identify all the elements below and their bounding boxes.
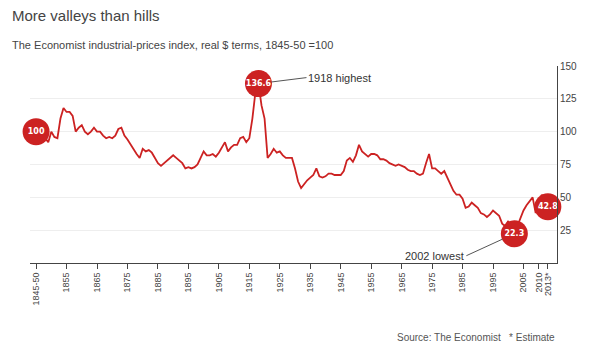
svg-text:1995: 1995 (488, 273, 498, 293)
svg-text:Source: The Economist * Esti: Source: The Economist * Estimate (397, 332, 555, 343)
svg-text:1935: 1935 (305, 273, 315, 293)
svg-text:125: 125 (560, 93, 577, 104)
svg-text:22.3: 22.3 (504, 229, 524, 238)
svg-text:1875: 1875 (122, 273, 132, 293)
svg-text:1865: 1865 (92, 273, 102, 293)
svg-text:25: 25 (560, 225, 572, 236)
svg-text:100: 100 (28, 127, 45, 136)
svg-text:1965: 1965 (397, 273, 407, 293)
svg-text:1975: 1975 (427, 273, 437, 293)
svg-text:150: 150 (560, 61, 577, 72)
svg-text:1845-50: 1845-50 (31, 273, 41, 306)
svg-text:1855: 1855 (61, 273, 71, 293)
svg-text:1885: 1885 (153, 273, 163, 293)
svg-text:136.6: 136.6 (246, 79, 272, 88)
svg-text:1905: 1905 (214, 273, 224, 293)
svg-text:75: 75 (560, 159, 572, 170)
svg-text:2010: 2010 (534, 273, 544, 293)
svg-text:1925: 1925 (275, 273, 285, 293)
svg-text:2013*: 2013* (543, 272, 553, 296)
svg-text:42.8: 42.8 (538, 202, 558, 211)
svg-text:1945: 1945 (336, 273, 346, 293)
svg-text:More valleys than hills: More valleys than hills (12, 7, 160, 24)
svg-text:2005: 2005 (518, 273, 528, 293)
svg-text:1955: 1955 (366, 273, 376, 293)
svg-text:1985: 1985 (457, 273, 467, 293)
svg-text:The Economist industrial-price: The Economist industrial-prices index, r… (12, 39, 333, 51)
svg-text:50: 50 (560, 192, 572, 203)
svg-text:100: 100 (560, 126, 577, 137)
svg-text:1918 highest: 1918 highest (308, 72, 371, 84)
svg-text:1915: 1915 (244, 273, 254, 293)
svg-text:1895: 1895 (183, 273, 193, 293)
svg-text:2002 lowest: 2002 lowest (405, 250, 464, 262)
